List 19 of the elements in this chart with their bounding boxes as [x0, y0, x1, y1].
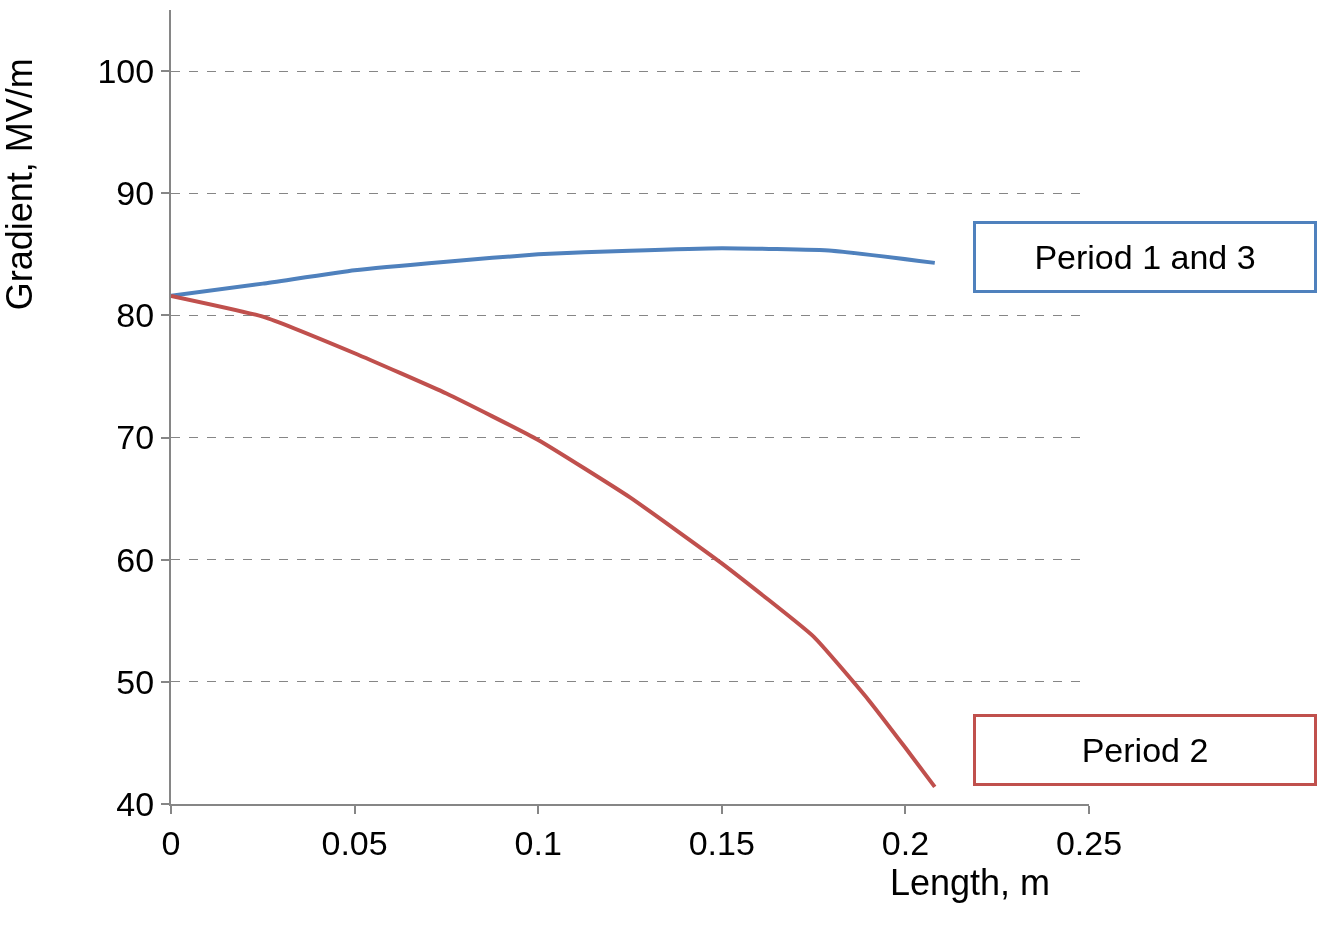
y-tick-label: 80 — [116, 296, 155, 335]
y-tick-label: 90 — [116, 174, 155, 213]
x-tick-label: 0.25 — [1055, 823, 1123, 862]
x-tick-label: 0 — [161, 823, 181, 862]
x-axis-title: Length, m — [890, 862, 1051, 903]
y-tick-label: 50 — [116, 662, 155, 701]
text: Period 2 — [1081, 731, 1209, 769]
y-tick-label: 40 — [116, 784, 155, 823]
y-tick-label: 100 — [97, 51, 155, 90]
line-series — [171, 293, 937, 789]
y-axis-title: Gradient, MV/m — [0, 58, 40, 311]
y-tick-label: 70 — [116, 418, 155, 457]
x-tick-label: 0.05 — [321, 823, 388, 862]
x-tick-label: 0.15 — [688, 823, 755, 862]
text: Period 1 and 3 — [1034, 238, 1256, 276]
y-tick-label: 60 — [116, 540, 155, 579]
x-tick-label: 0.2 — [881, 823, 930, 862]
line-series — [171, 246, 937, 298]
x-tick-label: 0.1 — [514, 823, 562, 862]
